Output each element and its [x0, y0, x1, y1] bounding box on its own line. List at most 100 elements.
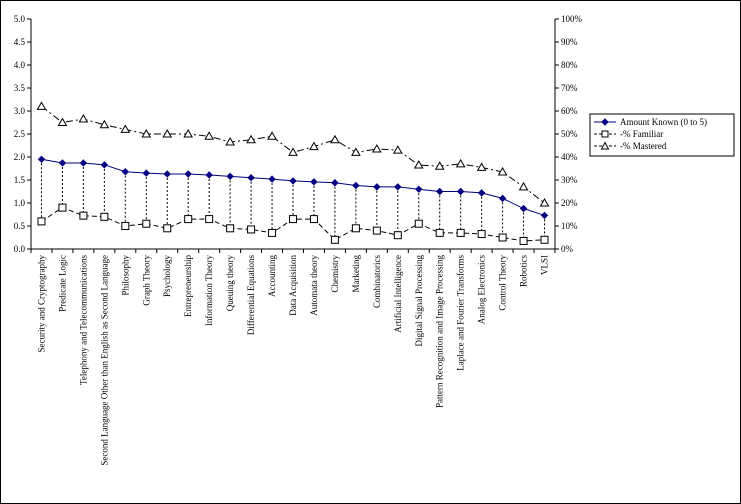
familiar-point [372, 226, 381, 235]
mastered-point [36, 101, 47, 110]
left-tick-label: 0.5 [14, 221, 26, 231]
familiar-point [247, 225, 256, 234]
familiar-point [498, 233, 507, 242]
familiar-point [309, 215, 318, 224]
familiar-point [435, 228, 444, 237]
category-label: Chemistry [330, 255, 340, 293]
familiar-point [79, 211, 88, 220]
mastered-point [225, 137, 235, 146]
labels-layer: 0.0 0.5 1.0 1.5 2.0 2.5 3.0 3.5 4.0 4.5 5.0 0% 10% 20… [14, 14, 583, 466]
familiar-point [540, 235, 549, 244]
left-tick-label: 1.5 [14, 175, 26, 185]
familiar-point [184, 215, 193, 224]
legend-marker [600, 141, 610, 150]
familiar-point [351, 224, 360, 233]
legend-label: -% Mastered [620, 141, 667, 151]
mastered-point [288, 147, 298, 156]
amount-known-point [415, 185, 423, 193]
mastered-point [246, 134, 256, 144]
amount-known-point [226, 172, 234, 181]
category-label: Data Acquisition [288, 255, 298, 316]
legend-entry: -% Mastered [594, 141, 667, 151]
category-label: Differential Equations [246, 255, 256, 336]
right-tick-label: 30% [561, 175, 578, 185]
right-tick-label: 80% [561, 60, 578, 70]
mastered-point [120, 124, 131, 133]
mastered-point [330, 134, 340, 144]
legend-box [589, 113, 735, 157]
category-label: Philosophy [120, 255, 130, 296]
legend: Amount Known (0 to 5) -% Familiar -% Maste… [589, 113, 735, 157]
amount-known-point [394, 183, 402, 191]
mastered-point [141, 128, 152, 138]
left-tick-label: 3.0 [14, 106, 26, 116]
mastered-point [204, 131, 215, 140]
mastered-point [392, 145, 403, 154]
mastered-point [539, 197, 550, 207]
left-tick-label: 4.5 [14, 37, 26, 47]
amount-known-point [268, 175, 276, 183]
familiar-point [414, 219, 423, 228]
mastered-point [518, 181, 529, 191]
familiar-point [289, 215, 297, 224]
amount-known-point [456, 187, 465, 196]
amount-known-point [436, 187, 444, 196]
category-label: Robotics [519, 255, 529, 287]
mastered-point [434, 161, 445, 170]
category-label: Second Language Other than English as Se… [99, 255, 109, 466]
legend-label: -% Familiar [620, 129, 663, 139]
category-label: Entrepreneurship [183, 255, 193, 317]
familiar-point [37, 217, 46, 226]
familiar-point [268, 228, 277, 237]
amount-known-point [331, 179, 339, 187]
left-tick-label: 0.0 [14, 244, 26, 254]
category-label: Automata theory [309, 255, 319, 316]
mastered-point [183, 128, 194, 138]
legend-marker [601, 130, 609, 138]
familiar-point [142, 219, 151, 228]
amount-known-point [352, 181, 360, 190]
category-label: Security and Cryptography [36, 255, 46, 353]
amount-known-point [121, 168, 130, 176]
category-label: VLSI [540, 255, 550, 275]
left-tick-label: 5.0 [14, 14, 26, 24]
familiar-point [477, 230, 486, 239]
amount-known-point [540, 211, 549, 220]
amount-known-point [37, 155, 46, 164]
left-tick-label: 2.5 [14, 129, 26, 139]
legend-entry: -% Familiar [594, 129, 663, 139]
category-label: Queuing theory [225, 255, 235, 312]
category-label: Telephony and Telecommunications [78, 255, 88, 386]
amount-known-point [142, 169, 150, 177]
left-tick-label: 3.5 [14, 83, 26, 93]
drop-lines [40, 159, 546, 241]
amount-known-point [79, 159, 88, 167]
familiar-point [330, 235, 339, 244]
legend-marker [601, 118, 609, 126]
category-label: Laplace and Fourier Transforms [456, 255, 466, 371]
category-label: Artificial Intelligence [393, 255, 403, 333]
mastered-point [162, 128, 173, 138]
mastered-point [476, 162, 487, 171]
category-label: Information Theory [204, 255, 214, 327]
right-tick-label: 10% [561, 221, 578, 231]
legend-label: Amount Known (0 to 5) [620, 117, 707, 127]
mastered-point [78, 114, 89, 123]
left-tick-label: 1.0 [14, 198, 26, 208]
mastered-point [497, 166, 508, 176]
amount-known-point [58, 159, 67, 167]
category-label: Analog Electronics [477, 255, 487, 325]
familiar-point [519, 236, 528, 245]
mastered-point [413, 160, 424, 169]
right-tick-label: 20% [561, 198, 578, 208]
familiar-point [100, 212, 109, 221]
familiar-point [121, 222, 130, 230]
familiar-point [456, 228, 465, 237]
mastered-series [36, 101, 550, 207]
mastered-point [371, 143, 382, 153]
amount-known-point [477, 189, 486, 197]
mastered-point [455, 158, 466, 168]
right-tick-label: 90% [561, 37, 578, 47]
amount-known-point [205, 171, 213, 179]
